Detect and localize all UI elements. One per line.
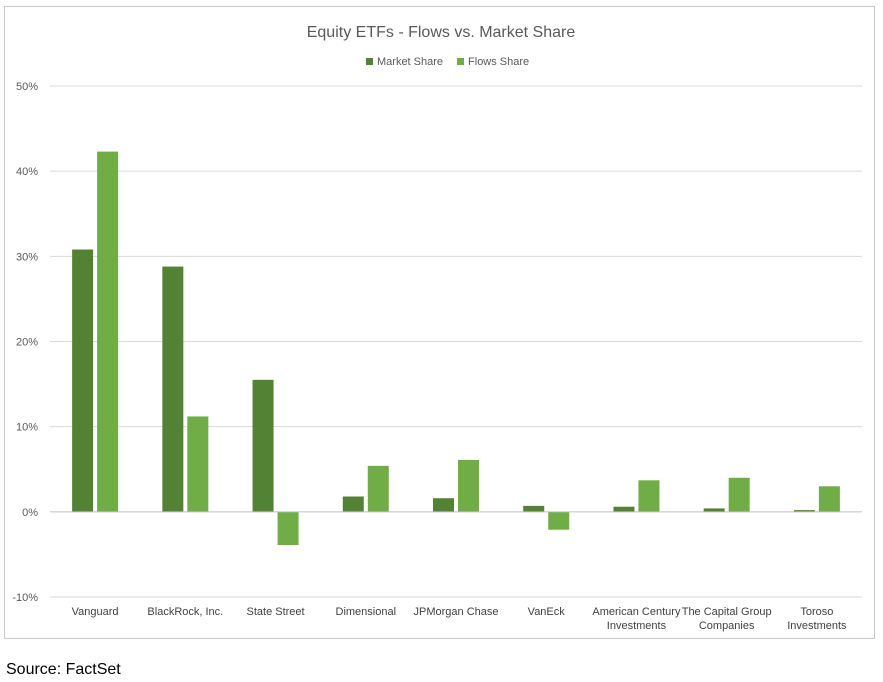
flows-share-bar [277,511,299,546]
x-category-label: Vanguard [72,606,119,618]
x-category-label: Companies [699,620,755,632]
equity-etf-chart: -10% 0% 10% 20% 30% 40% 50% Vanguard BlackRock, … [12,24,862,632]
market-share-bar [703,508,725,512]
x-category-label: BlackRock, Inc. [147,606,223,618]
x-category-label: The Capital Group [682,606,772,618]
x-category-label: American Century [592,606,681,618]
x-category-label: Dimensional [336,606,397,618]
chart-frame: -10% 0% 10% 20% 30% 40% 50% Vanguard BlackRock, … [4,6,875,639]
market-share-bar [342,496,364,512]
market-share-bar [72,249,94,512]
x-category-label: JPMorgan Chase [414,606,499,618]
chart-title: Equity ETFs - Flows vs. Market Share [307,24,576,41]
flows-share-bar [458,459,479,512]
source-note: Source: FactSet [6,661,121,678]
market-share-bar [613,506,635,512]
y-tick-label: 40% [16,166,38,178]
x-category-label: VanEck [528,606,566,618]
market-share-bar [252,379,274,512]
legend: Market Share Flows Share [366,56,529,68]
y-tick-label: 50% [16,81,38,93]
legend-swatch-flows-share [457,58,465,65]
x-category-label: Toroso [800,606,833,618]
y-tick-label: 10% [16,422,38,434]
legend-label-market-share: Market Share [377,56,443,68]
bars [72,151,840,546]
legend-swatch-market-share [366,58,373,65]
x-category-label: Investments [787,620,847,632]
flows-share-bar [367,465,389,512]
axes: -10% 0% 10% 20% 30% 40% 50% Vanguard BlackRock, … [12,81,862,632]
y-tick-label: 0% [22,507,38,519]
flows-share-bar [818,486,840,512]
flows-share-bar [187,416,209,512]
y-tick-label: 30% [16,251,38,263]
gridlines [50,85,862,598]
market-share-bar [433,498,454,512]
flows-share-bar [548,511,570,530]
flows-share-bar [97,151,119,512]
market-share-bar [793,510,815,512]
y-tick-label: -10% [12,592,38,604]
market-share-bar [162,266,184,512]
x-category-label: State Street [247,606,305,618]
legend-label-flows-share: Flows Share [468,56,529,68]
market-share-bar [523,505,545,512]
x-category-label: Investments [607,620,667,632]
flows-share-bar [638,480,660,512]
flows-share-bar [728,477,750,512]
y-tick-label: 20% [16,337,38,349]
